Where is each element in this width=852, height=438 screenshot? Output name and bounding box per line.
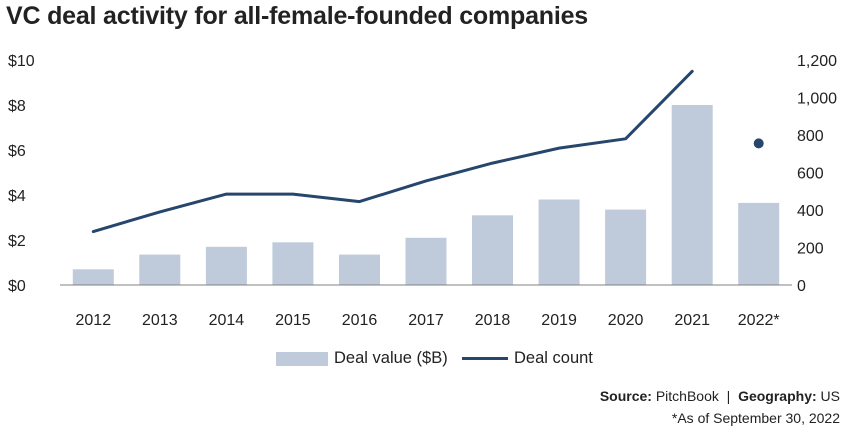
y-right-tick: 800 [797, 128, 824, 145]
source-value: PitchBook [655, 388, 719, 404]
bar-2014 [205, 246, 247, 286]
x-tick-2014: 2014 [209, 312, 245, 329]
source-separator: | [726, 388, 731, 404]
deal-count-point-2022* [753, 138, 764, 149]
x-tick-2015: 2015 [275, 312, 311, 329]
y-left-tick: $0 [8, 278, 26, 295]
x-tick-2016: 2016 [342, 312, 378, 329]
bar-2016 [339, 254, 380, 285]
bar-2012 [72, 269, 114, 286]
y-right-tick: 1,200 [797, 53, 837, 70]
bar-2022* [738, 202, 780, 285]
bar-2019 [538, 199, 580, 285]
bar-2013 [139, 254, 181, 285]
bar-2015 [272, 242, 314, 286]
geography-value: US [820, 388, 840, 404]
x-tick-2013: 2013 [142, 312, 178, 329]
y-left-tick: $10 [8, 53, 35, 70]
x-tick-2020: 2020 [608, 312, 644, 329]
x-ticks: 2012 2013 2014 2015 2016 2017 2018 2019 2020 2021… [76, 312, 780, 329]
legend-item-deal-count: Deal count [462, 349, 593, 368]
y-right-tick: 400 [797, 203, 824, 220]
bars-group [72, 105, 780, 286]
legend-swatch-bar [276, 351, 328, 366]
chart-title: VC deal activity for all-female-founded … [6, 2, 589, 30]
y-right-tick: 600 [797, 166, 824, 183]
x-tick-2017: 2017 [408, 312, 444, 329]
y-left-tick: $6 [8, 143, 26, 160]
footnote: *As of September 30, 2022 [671, 410, 840, 426]
deal-count-line [91, 69, 694, 234]
x-tick-2022*: 2022* [738, 312, 780, 329]
y-left-tick: $8 [8, 98, 26, 115]
geography-label: Geography: [738, 388, 817, 404]
y-right-tick: 1,000 [797, 91, 837, 108]
line-group [91, 69, 764, 234]
legend-swatch-line [462, 357, 508, 360]
y-right-ticks: 0 200 400 600 800 1,000 1,200 [797, 53, 837, 295]
source-label: Source: [599, 388, 652, 404]
chart-canvas: $0 $2 $4 $6 $8 $10 0 200 400 600 800 1,000 1,200 20… [8, 53, 837, 329]
legend: Deal value ($B) Deal count [0, 347, 852, 373]
x-tick-2019: 2019 [541, 312, 577, 329]
x-tick-2018: 2018 [475, 312, 511, 329]
legend-label-deal-count: Deal count [514, 349, 593, 367]
y-right-tick: 0 [797, 278, 806, 295]
y-left-tick: $4 [8, 188, 26, 205]
y-left-tick: $2 [8, 233, 26, 250]
x-tick-2012: 2012 [76, 312, 112, 329]
bar-2017 [405, 237, 447, 286]
x-tick-2021: 2021 [674, 312, 710, 329]
y-left-ticks: $0 $2 $4 $6 $8 $10 [8, 53, 35, 295]
bar-2018 [472, 215, 513, 286]
legend-label-deal-value: Deal value ($B) [334, 349, 448, 367]
bar-2021 [671, 105, 713, 285]
bar-2020 [605, 209, 647, 285]
source-line: Source: PitchBook | Geography: US [600, 388, 840, 404]
legend-item-deal-value: Deal value ($B) [276, 349, 448, 368]
y-right-tick: 200 [797, 241, 824, 258]
